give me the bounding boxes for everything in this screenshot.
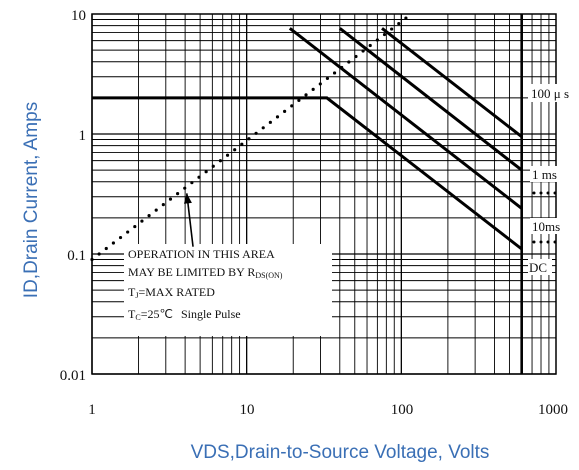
curve-10ms: [288, 27, 523, 210]
annotation-line-2: MAY BE LIMITED BY RDS(ON): [128, 265, 283, 280]
curve-dc: [92, 96, 523, 251]
y-tick-10: 10: [71, 8, 86, 24]
curve-label-1ms: 1 ms: [532, 167, 557, 182]
x-tick-1000: 1000: [538, 402, 568, 418]
x-axis-title: VDS,Drain-to-Source Voltage, Volts: [191, 442, 490, 463]
rds-on-limit-dotted-line: [90, 15, 410, 262]
curve-label-dc: DC: [529, 260, 547, 275]
annotation-box: [124, 244, 332, 336]
x-tick-10: 10: [240, 402, 255, 418]
annotation: OPERATION IN THIS AREA MAY BE LIMITED BY…: [124, 244, 332, 336]
annotation-arrow: [183, 193, 194, 247]
y-tick-0-01: 0.01: [60, 368, 86, 384]
y-axis-title: ID,Drain Current, Amps: [21, 102, 42, 298]
curve-100us: [381, 27, 523, 138]
arrow-head: [183, 193, 192, 204]
annotation-line-1: OPERATION IN THIS AREA: [128, 247, 275, 261]
y-tick-0-1: 0.1: [67, 248, 86, 264]
curve-label-10ms: 10ms: [532, 219, 560, 234]
curve-labels: 100 μ s 1 ms 10ms DC: [528, 84, 572, 275]
curves: [90, 14, 523, 374]
x-tick-1: 1: [88, 402, 96, 418]
x-tick-100: 100: [391, 402, 414, 418]
y-tick-1: 1: [79, 128, 87, 144]
curve-label-100us: 100 μ s: [531, 86, 569, 101]
annotation-line-4: TC=25℃ Single Pulse: [128, 307, 241, 322]
curve-1ms: [338, 27, 523, 172]
annotation-line-3: TJ=MAX RATED: [128, 285, 215, 300]
